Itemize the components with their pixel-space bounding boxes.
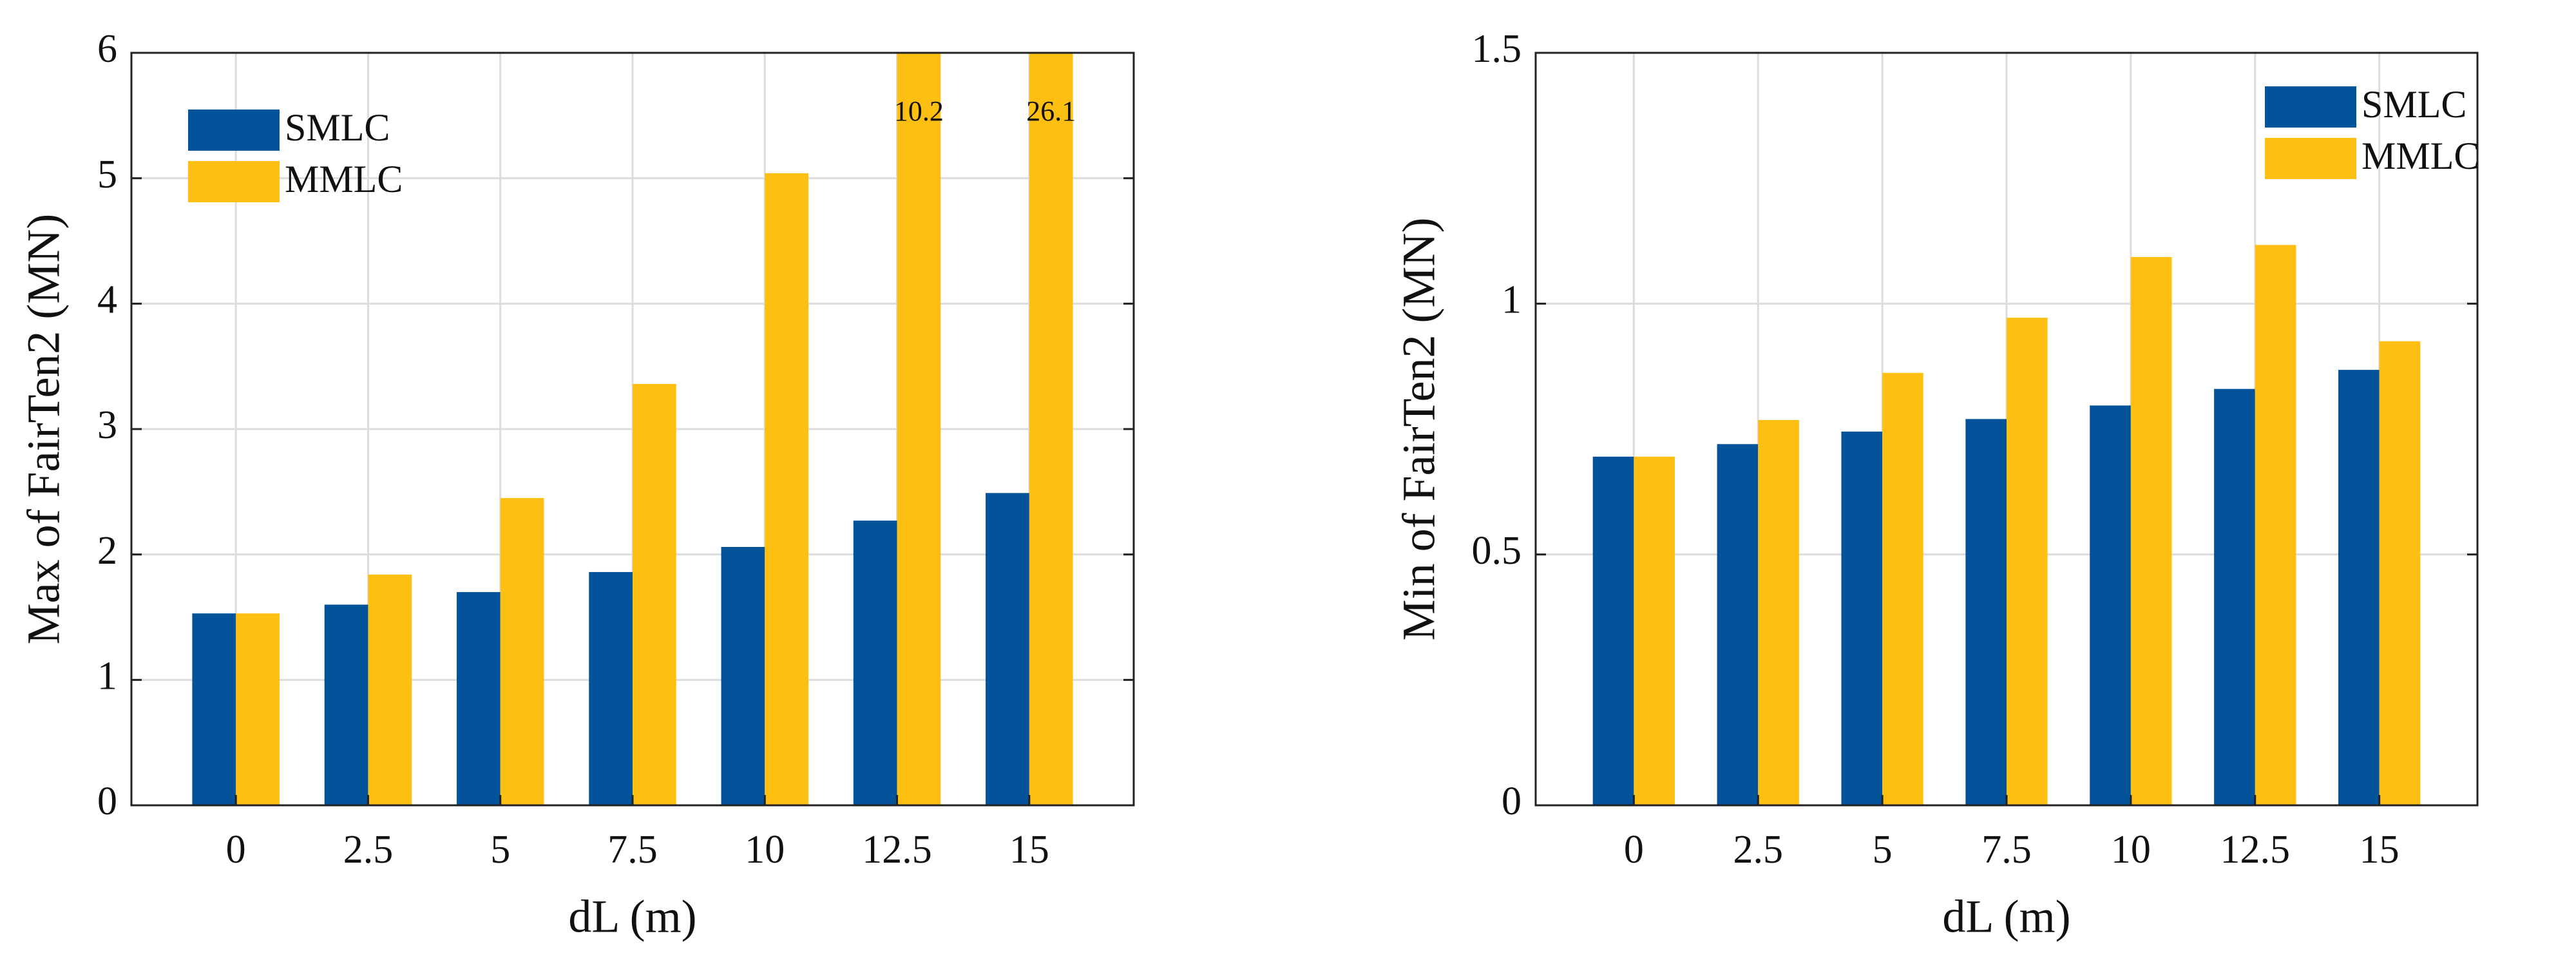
x-tick-label: 0 (226, 828, 246, 872)
y-tick-label: 1 (1502, 278, 1522, 322)
bar (633, 383, 676, 805)
bar (236, 613, 280, 805)
bar (456, 592, 501, 805)
bar (324, 604, 368, 805)
bar (986, 493, 1029, 805)
bar (2255, 245, 2296, 805)
bar (1592, 456, 1634, 805)
bar (1758, 419, 1799, 805)
bar (1029, 53, 1073, 805)
legend-swatch (188, 110, 280, 151)
y-tick-label: 1 (97, 655, 117, 698)
bars (192, 53, 1073, 805)
bar (500, 498, 544, 805)
y-axis-label: Max of FairTen2 (MN) (18, 214, 70, 645)
legend-label: SMLC (2361, 83, 2466, 126)
chart: 0 0.5 1 1.5 0 2.5 5 7.5 10 12.5 15 dL (m) Min of Fai… (1393, 27, 2480, 942)
bar (1882, 372, 1923, 805)
y-tick-label: 4 (97, 278, 117, 322)
x-tick-label: 7.5 (1981, 828, 2032, 872)
x-axis-label: dL (m) (1942, 891, 2070, 943)
bar (897, 53, 941, 805)
y-tick-label: 0 (1502, 780, 1522, 823)
x-tick-label: 10 (745, 828, 785, 872)
value-label: 10.2 (894, 95, 944, 127)
bar (1965, 419, 2007, 805)
chart: 10.2 26.1 0 1 2 3 4 5 6 0 2.5 5 7.5 10 12.5 15 dL (m) Max… (18, 27, 1135, 943)
y-tick-label: 2 (97, 529, 117, 573)
legend-swatch (2265, 86, 2356, 128)
legend-label: SMLC (285, 106, 390, 149)
x-tick-label: 12.5 (2220, 828, 2291, 872)
bar (2090, 405, 2131, 805)
legend-swatch (188, 161, 280, 202)
y-tick-label: 3 (97, 403, 117, 447)
y-tick-label: 6 (97, 27, 117, 71)
value-label: 26.1 (1026, 95, 1076, 127)
x-tick-label: 5 (1873, 828, 1893, 872)
x-tick-label: 2.5 (343, 828, 394, 872)
legend-label: MMLC (2361, 135, 2479, 177)
y-tick-label: 0 (97, 780, 117, 823)
bar (192, 613, 236, 805)
x-tick-label: 0 (1624, 828, 1644, 872)
bar (2214, 388, 2255, 805)
bar (2007, 318, 2048, 805)
x-tick-label: 10 (2111, 828, 2151, 872)
legend-label: MMLC (285, 158, 403, 200)
y-axis-label: Min of FairTen2 (MN) (1393, 218, 1445, 641)
bar (765, 173, 809, 805)
bars (1592, 245, 2421, 805)
bar (2379, 341, 2421, 805)
x-tick-label: 15 (2360, 828, 2399, 872)
bar (2130, 256, 2172, 805)
bar (2338, 370, 2380, 805)
bar (589, 571, 633, 805)
y-tick-label: 1.5 (1472, 27, 1522, 71)
bar (1717, 444, 1759, 805)
x-tick-label: 7.5 (607, 828, 658, 872)
x-axis-label: dL (m) (568, 891, 696, 943)
x-tick-label: 12.5 (862, 828, 932, 872)
y-tick-label: 5 (97, 153, 117, 196)
legend-swatch (2265, 138, 2356, 179)
x-tick-label: 2.5 (1733, 828, 1783, 872)
x-tick-label: 15 (1009, 828, 1049, 872)
bar (1634, 456, 1675, 805)
bar (368, 574, 412, 805)
bar (1841, 431, 1883, 805)
bar (721, 546, 765, 805)
bar (853, 521, 897, 805)
x-tick-label: 5 (490, 828, 510, 872)
y-tick-label: 0.5 (1472, 529, 1522, 573)
